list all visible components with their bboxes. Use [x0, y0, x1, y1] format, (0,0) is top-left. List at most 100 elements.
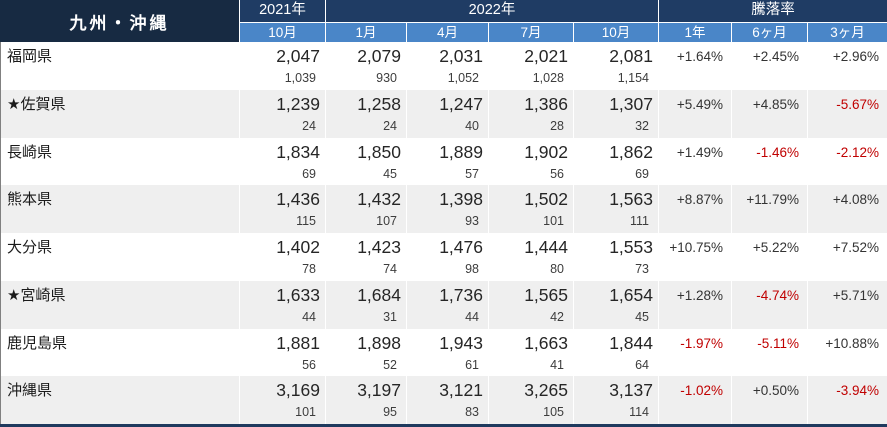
value-cell-2022-04: 1,943 61: [406, 328, 488, 377]
rate-3months: +10.88%: [807, 328, 887, 377]
count-value: 32: [635, 118, 649, 133]
value-cell-2022-04: 1,889 57: [406, 137, 488, 186]
count-value: 83: [465, 405, 479, 420]
rate-1year: +5.49%: [658, 89, 731, 138]
count-value: 56: [302, 357, 316, 372]
rate-1year: -1.97%: [658, 328, 731, 377]
value-cell-2022-01: 1,850 45: [325, 137, 406, 186]
count-value: 45: [635, 309, 649, 324]
prefecture-name: ★佐賀県: [7, 95, 66, 113]
value-cell-2022-01: 1,684 31: [325, 280, 406, 329]
rate-1year: +8.87%: [658, 185, 731, 233]
prefecture-name: ★宮崎県: [7, 286, 66, 304]
count-value: 115: [296, 214, 316, 229]
count-value: 31: [383, 309, 397, 324]
count-value: 98: [465, 262, 479, 276]
value-cell-2022-10: 1,654 45: [573, 280, 658, 329]
value-cell-2022-07: 1,444 80: [488, 233, 573, 281]
value-cell-2022-07: 1,386 28: [488, 89, 573, 138]
value-cell-2022-07: 1,663 41: [488, 328, 573, 377]
price-value: 2,021: [524, 46, 568, 66]
table-row: 熊本県 1,436 115 1,432 107 1,398 93 1,502 1…: [1, 185, 887, 233]
rate-6months: -4.74%: [731, 280, 807, 329]
value-cell-2021-10: 1,881 56: [239, 328, 325, 377]
rate-3months: -2.12%: [807, 137, 887, 186]
value-cell-2022-07: 1,502 101: [488, 185, 573, 233]
value-cell-2022-10: 1,844 64: [573, 328, 658, 377]
value-cell-2022-07: 2,021 1,028: [488, 42, 573, 90]
count-value: 930: [376, 71, 397, 85]
table-row: 鹿児島県 1,881 56 1,898 52 1,943 61 1,663 41…: [1, 328, 887, 377]
value-cell-2022-10: 2,081 1,154: [573, 42, 658, 90]
value-cell-2022-04: 2,031 1,052: [406, 42, 488, 90]
price-value: 1,898: [357, 332, 401, 353]
value-cell-2022-01: 1,423 74: [325, 233, 406, 281]
count-value: 69: [302, 166, 316, 181]
count-value: 1,039: [284, 71, 316, 85]
price-value: 1,889: [439, 141, 483, 162]
rate-1year: +1.49%: [658, 137, 731, 186]
price-value: 1,565: [524, 284, 568, 305]
rate-header-6months: 6ヶ月: [731, 22, 807, 42]
prefecture-name: 熊本県: [7, 191, 53, 209]
count-value: 69: [635, 166, 649, 181]
value-cell-2021-10: 1,402 78: [239, 233, 325, 281]
table-row: ★佐賀県 1,239 24 1,258 24 1,247 40 1,386 28…: [1, 89, 887, 138]
price-value: 1,436: [276, 189, 320, 210]
table-row: 大分県 1,402 78 1,423 74 1,476 98 1,444 80 …: [1, 233, 887, 281]
count-value: 80: [550, 262, 564, 276]
value-cell-2021-10: 3,169 101: [239, 376, 325, 424]
price-value: 1,654: [609, 284, 653, 305]
value-cell-2022-01: 2,079 930: [325, 42, 406, 90]
value-cell-2021-10: 1,633 44: [239, 280, 325, 329]
value-cell-2022-07: 1,565 42: [488, 280, 573, 329]
price-value: 1,684: [357, 284, 401, 305]
price-value: 2,079: [357, 46, 401, 66]
month-header-2022-10: 10月: [573, 22, 658, 42]
prefecture-name: 長崎県: [7, 143, 53, 161]
value-cell-2022-01: 3,197 95: [325, 376, 406, 424]
value-cell-2022-10: 1,563 111: [573, 185, 658, 233]
value-cell-2022-04: 1,476 98: [406, 233, 488, 281]
value-cell-2021-10: 1,834 69: [239, 137, 325, 186]
rate-6months: -5.11%: [731, 328, 807, 377]
prefecture-name: 大分県: [7, 239, 53, 256]
count-value: 56: [550, 166, 564, 181]
table-row: 沖縄県 3,169 101 3,197 95 3,121 83 3,265 10…: [1, 376, 887, 424]
value-cell-2022-04: 1,736 44: [406, 280, 488, 329]
prefecture-name: 福岡県: [7, 48, 53, 65]
year-2022-header: 2022年: [325, 0, 658, 22]
month-header-2021-10: 10月: [239, 22, 325, 42]
rate-header-1year: 1年: [658, 22, 731, 42]
month-header-2022-04: 4月: [406, 22, 488, 42]
count-value: 1,052: [447, 71, 479, 85]
price-value: 1,247: [439, 93, 483, 114]
prefecture-name: 鹿児島県: [7, 334, 68, 352]
count-value: 114: [629, 405, 649, 420]
value-cell-2021-10: 1,239 24: [239, 89, 325, 138]
rate-3months: -3.94%: [807, 376, 887, 424]
rate-6months: +11.79%: [731, 185, 807, 233]
value-cell-2022-07: 1,902 56: [488, 137, 573, 186]
price-value: 1,502: [524, 189, 568, 210]
rate-6months: +4.85%: [731, 89, 807, 138]
price-value: 1,633: [276, 284, 320, 305]
price-value: 1,258: [357, 93, 401, 114]
price-value: 1,862: [609, 141, 653, 162]
price-value: 1,239: [276, 93, 320, 114]
value-cell-2022-07: 3,265 105: [488, 376, 573, 424]
rate-3months: -5.67%: [807, 89, 887, 138]
value-cell-2022-04: 1,247 40: [406, 89, 488, 138]
rate-6months: +2.45%: [731, 42, 807, 90]
rate-1year: +10.75%: [658, 233, 731, 281]
rate-6months: +5.22%: [731, 233, 807, 281]
count-value: 73: [635, 262, 649, 276]
value-cell-2022-04: 3,121 83: [406, 376, 488, 424]
count-value: 78: [302, 262, 316, 276]
price-value: 1,402: [276, 237, 320, 257]
price-value: 3,169: [276, 380, 320, 401]
value-cell-2022-10: 1,862 69: [573, 137, 658, 186]
table-row: ★宮崎県 1,633 44 1,684 31 1,736 44 1,565 42…: [1, 280, 887, 329]
prefecture-name: 沖縄県: [7, 382, 53, 400]
